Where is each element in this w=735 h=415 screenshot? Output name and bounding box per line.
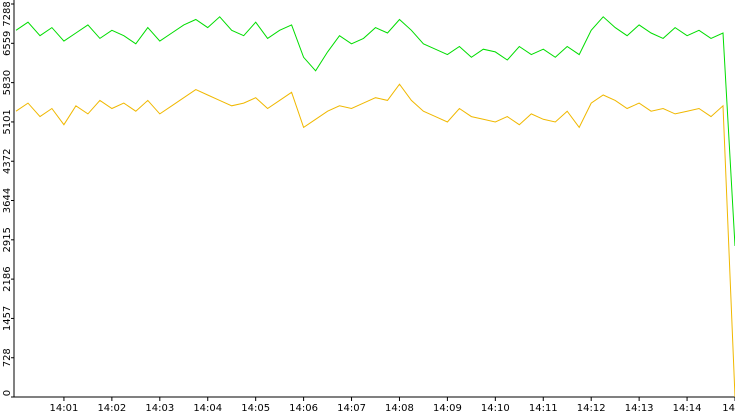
x-tick-label: 14:10 [481, 403, 510, 414]
x-tick-label: 14:13 [625, 403, 654, 414]
x-tick-label: 14:12 [577, 403, 606, 414]
x-tick-label: 14:03 [145, 403, 174, 414]
x-tick-label: 14:06 [289, 403, 318, 414]
x-tick-label: 14:11 [529, 403, 558, 414]
series-line [15, 16, 735, 247]
x-tick-label: 14:08 [385, 403, 414, 414]
x-tick-label: 14:05 [241, 403, 270, 414]
y-tick-label: 0 [2, 390, 13, 396]
y-tick-label: 2186 [2, 266, 13, 291]
x-tick-label: 14:14 [673, 403, 702, 414]
y-tick-label: 6559 [2, 31, 13, 56]
y-tick-label: 2915 [2, 227, 13, 252]
x-tick-label: 14 [722, 403, 735, 414]
x-tick-label: 14:02 [97, 403, 126, 414]
y-tick-label: 7288 [2, 1, 13, 26]
series-line [15, 83, 735, 398]
y-tick-label: 5101 [2, 109, 13, 134]
y-tick-label: 3644 [2, 188, 13, 213]
x-tick-label: 14:09 [433, 403, 462, 414]
y-tick-label: 4372 [2, 149, 13, 174]
x-tick-label: 14:07 [337, 403, 366, 414]
y-tick-label: 5830 [2, 70, 13, 95]
y-tick-label: 728 [2, 348, 13, 367]
y-tick-label: 1457 [2, 306, 13, 331]
x-tick-label: 14:01 [50, 403, 79, 414]
x-tick-label: 14:04 [193, 403, 222, 414]
